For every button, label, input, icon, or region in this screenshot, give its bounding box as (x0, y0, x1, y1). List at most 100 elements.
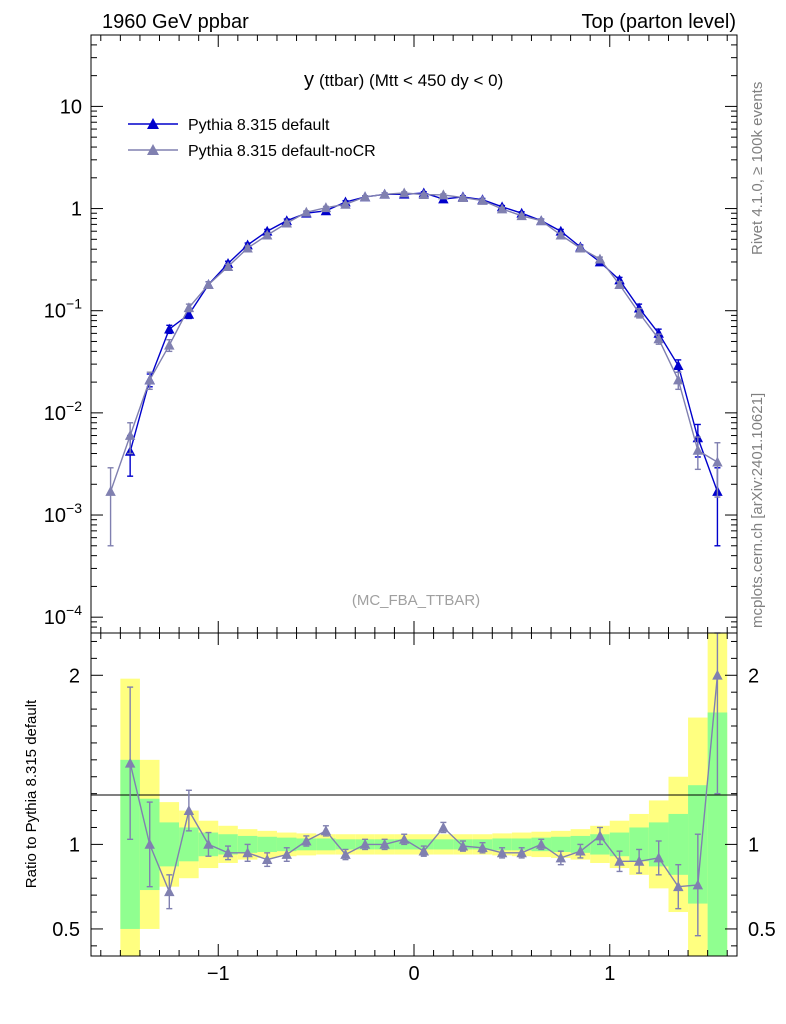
data-point-1-31 (712, 456, 723, 467)
band-green-1 (120, 759, 140, 929)
ratio-point-27 (633, 855, 645, 866)
band-green-6 (218, 834, 238, 855)
main-y-tick-labels: 10−4 10−3 10−2 10−1 1 10 (44, 96, 82, 629)
ratio-point-30 (692, 879, 704, 890)
chart-title-main: y (304, 69, 314, 91)
data-point-1-3 (164, 339, 175, 350)
ratio-point-7 (242, 847, 253, 858)
ratio-point-15 (398, 833, 410, 844)
ratio-point-24 (575, 845, 586, 856)
band-green-17 (433, 839, 454, 850)
series-line-0 (129, 192, 719, 492)
main-ytick-label-5: 10 (60, 96, 82, 118)
ratio-point-2 (144, 838, 155, 849)
legend: Pythia 8.315 default Pythia 8.315 defaul… (128, 117, 376, 160)
legend-marker-nocr (147, 144, 159, 155)
main-ytick-label-3: 10−1 (44, 296, 82, 323)
ratio-point-31 (712, 669, 723, 680)
ratio-point-1 (124, 757, 136, 768)
ratio-ytick-label-left-0: 0.5 (52, 919, 80, 941)
chart-title-detail: (ttbar) (Mtt < 450 dy < 0) (319, 71, 503, 90)
data-point-1-1 (124, 430, 136, 440)
ratio-ytick-label-left-1: 1 (69, 834, 80, 856)
ratio-y-tick-labels: 0.5 0.5 1 1 2 2 (52, 665, 776, 941)
data-point-1-23 (555, 229, 567, 240)
data-point-1-29 (673, 374, 684, 385)
data-point-1-2 (144, 374, 155, 385)
band-green-4 (179, 827, 199, 862)
header-right: Top (parton level) (581, 11, 736, 33)
main-axis-ticks (91, 34, 737, 634)
data-point-1-7 (242, 242, 253, 253)
ratio-ylabel: Ratio to Pythia 8.315 default (23, 699, 40, 888)
ratio-point-16 (418, 845, 430, 856)
band-green-31 (707, 712, 728, 956)
ratio-ytick-label-right-2: 2 (748, 665, 759, 687)
legend-label-nocr: Pythia 8.315 default-noCR (188, 143, 376, 160)
data-point-1-0 (105, 485, 116, 496)
ratio-point-29 (673, 881, 684, 892)
mcplots-label: mcplots.cern.ch [arXiv:2401.10621] (749, 393, 766, 628)
ratio-point-22 (536, 838, 547, 849)
ratio-point-11 (320, 825, 332, 836)
data-point-1-24 (575, 242, 586, 253)
data-point-1-20 (496, 203, 508, 214)
ratio-point-10 (301, 835, 312, 846)
series-line-1 (109, 192, 718, 492)
ratio-point-17 (438, 821, 449, 832)
band-green-21 (511, 838, 532, 851)
band-green-29 (668, 813, 689, 875)
ratio-point-26 (614, 855, 625, 866)
header-left: 1960 GeV ppbar (102, 11, 249, 33)
ratio-axis-ticks (91, 633, 737, 956)
ratio-point-8 (261, 854, 273, 865)
data-point-1-8 (261, 229, 273, 240)
data-point-1-28 (653, 333, 664, 344)
band-green-12 (335, 839, 356, 850)
data-point-0-29 (673, 360, 684, 371)
data-point-0-4 (183, 308, 195, 319)
data-point-1-18 (457, 192, 469, 203)
data-point-1-13 (359, 191, 371, 202)
ratio-point-4 (183, 805, 195, 815)
data-point-1-15 (398, 187, 410, 198)
data-point-1-9 (281, 217, 292, 228)
legend-marker-default (147, 118, 159, 129)
band-green-27 (629, 827, 649, 862)
ratio-point-5 (203, 838, 214, 849)
ratio-point-21 (516, 847, 527, 858)
data-point-1-30 (692, 444, 704, 455)
band-green-3 (159, 822, 180, 867)
ratio-point-13 (359, 838, 371, 849)
data-point-0-3 (164, 323, 175, 334)
data-point-1-6 (222, 261, 234, 272)
data-point-1-14 (379, 188, 390, 199)
x-tick-label-0: −1 (207, 963, 230, 985)
ratio-point-18 (457, 840, 469, 851)
data-point-1-10 (301, 206, 312, 217)
data-point-1-17 (438, 189, 449, 200)
band-green-20 (492, 838, 512, 851)
ratio-frame (90, 632, 738, 957)
data-point-1-11 (320, 202, 332, 213)
ratio-point-3 (164, 886, 175, 897)
band-green-9 (276, 837, 297, 852)
data-point-1-16 (418, 189, 430, 199)
main-series-lines (105, 187, 723, 547)
main-panel: y (ttbar) (Mtt < 450 dy < 0) (MC_FBA_TTB… (44, 34, 738, 634)
data-point-1-19 (477, 194, 488, 205)
data-point-1-26 (614, 279, 625, 290)
ratio-point-25 (594, 830, 606, 841)
ratio-point-14 (379, 838, 390, 849)
ratio-ytick-label-right-0: 0.5 (748, 919, 776, 941)
main-ytick-label-4: 1 (71, 199, 82, 221)
band-green-23 (551, 836, 571, 852)
ratio-point-23 (555, 852, 567, 863)
x-tick-labels: −1 0 1 (207, 963, 615, 985)
ratio-panel: 0.5 0.5 1 1 2 2 −1 0 1 Ratio to Pythia 8.315 de… (23, 632, 776, 985)
x-tick-label-1: 0 (408, 963, 419, 985)
x-tick-label-2: 1 (604, 963, 615, 985)
data-point-1-5 (203, 279, 214, 290)
ratio-point-19 (477, 842, 488, 853)
